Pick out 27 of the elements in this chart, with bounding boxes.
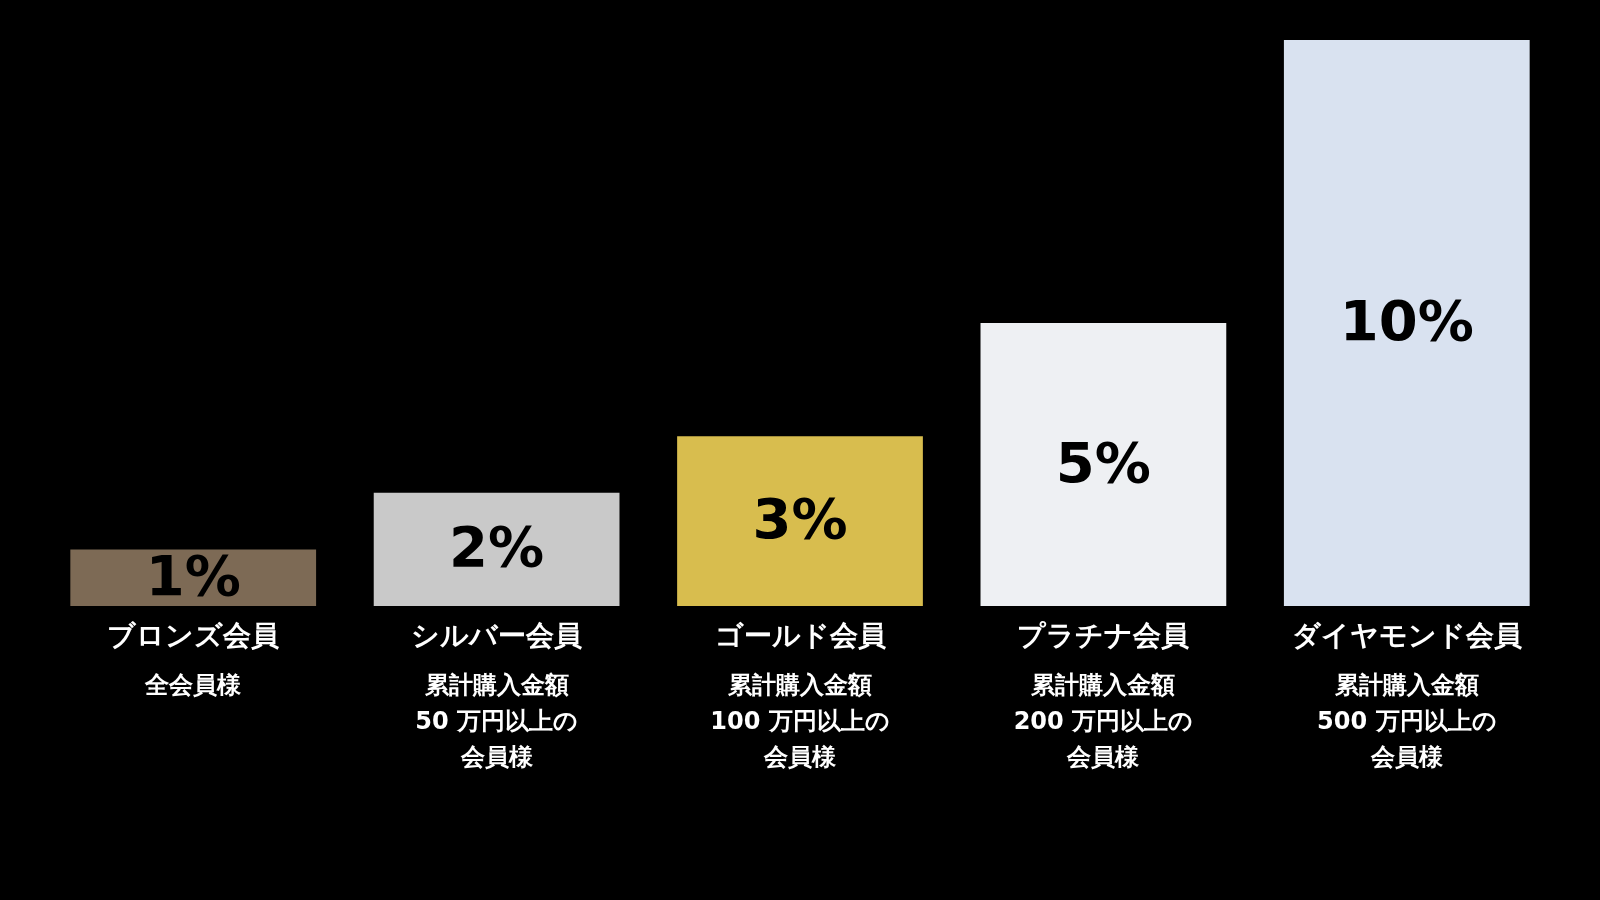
data-label: 5%: [1055, 429, 1151, 495]
x-tick-label: ブロンズ会員: [107, 618, 280, 652]
text: 会員様: [1066, 743, 1141, 771]
bar: [677, 436, 923, 606]
x-tick-label: ダイヤモンド会員: [1291, 618, 1522, 652]
data-label: 1%: [145, 542, 241, 608]
data-label: 10%: [1339, 288, 1474, 353]
text: 200 万円以上の: [1013, 707, 1194, 735]
text: 全会員様: [144, 671, 243, 699]
text: 累計購入金額: [1030, 671, 1176, 699]
bar: [980, 323, 1227, 606]
data-label: 3%: [752, 486, 848, 552]
bar: [373, 492, 620, 606]
text: 累計購入金額: [423, 671, 569, 699]
text: 50 万円以上の: [415, 707, 578, 735]
text: 会員様: [763, 743, 837, 771]
x-tick-label: シルバー会員: [411, 618, 583, 652]
text: 500 万円以上の: [1317, 707, 1497, 735]
text: 累計購入金額: [727, 671, 872, 699]
x-tick-label: ゴールド会員: [714, 618, 886, 652]
text: 累計購入金額: [1333, 671, 1479, 699]
text: 会員様: [1369, 743, 1444, 771]
bar: [1283, 40, 1530, 606]
x-tick-label: プラチナ会員: [1017, 618, 1190, 652]
data-label: 2%: [449, 514, 545, 580]
text: 100 万円以上の: [710, 707, 890, 735]
text: 会員様: [459, 743, 534, 771]
